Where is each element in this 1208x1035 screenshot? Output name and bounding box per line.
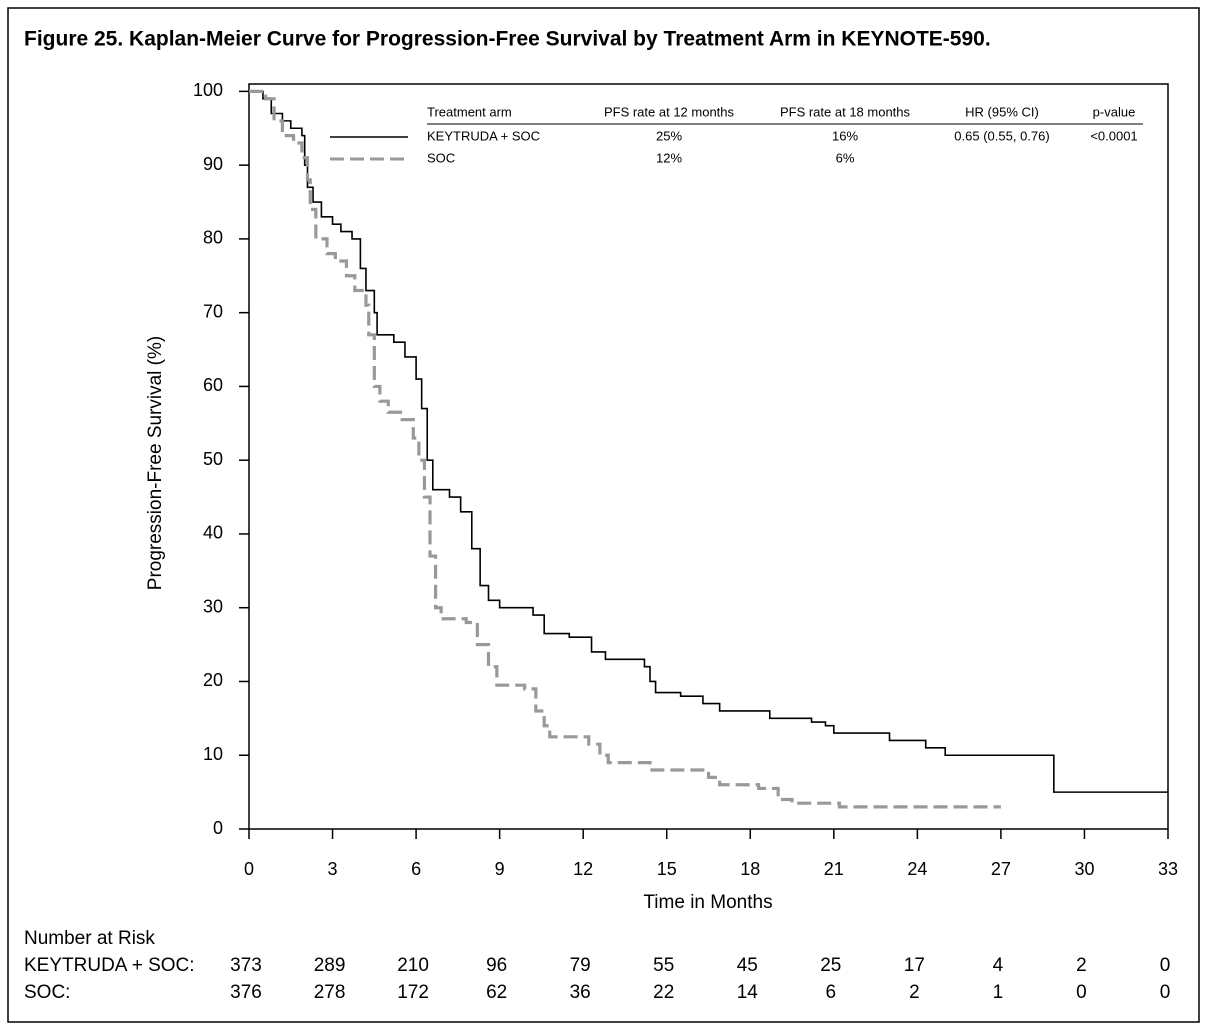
chart-title: Figure 25. Kaplan-Meier Curve for Progre…	[24, 28, 991, 51]
x-tick-label: 12	[573, 859, 593, 879]
x-tick-label: 3	[328, 859, 338, 879]
risk-count: 376	[230, 982, 262, 1003]
y-tick-label: 50	[203, 449, 223, 469]
risk-count: 62	[486, 982, 507, 1003]
y-tick-label: 60	[203, 375, 223, 395]
risk-count: 22	[653, 982, 674, 1003]
risk-count: 14	[737, 982, 759, 1003]
risk-count: 6	[826, 982, 837, 1003]
legend-cell: 0.65 (0.55, 0.76)	[954, 128, 1049, 143]
risk-count: 373	[230, 955, 262, 976]
risk-count: 79	[570, 955, 591, 976]
legend-cell: 16%	[832, 128, 858, 143]
risk-count: 172	[397, 982, 429, 1003]
legend-label: SOC	[427, 150, 455, 165]
y-tick-label: 90	[203, 154, 223, 174]
plot-frame	[248, 83, 1169, 830]
risk-count: 17	[904, 955, 925, 976]
y-tick-label: 40	[203, 523, 223, 543]
x-tick-label: 18	[740, 859, 760, 879]
legend-header: Treatment arm	[427, 104, 512, 119]
legend-cell: <0.0001	[1090, 128, 1137, 143]
risk-count: 96	[486, 955, 507, 976]
y-tick-label: 10	[203, 744, 223, 764]
x-tick-label: 27	[991, 859, 1011, 879]
x-tick-label: 0	[244, 859, 254, 879]
legend-header: PFS rate at 18 months	[780, 104, 911, 119]
y-tick-label: 30	[203, 596, 223, 616]
risk-label: SOC:	[24, 982, 70, 1003]
legend-header: HR (95% CI)	[965, 104, 1039, 119]
x-tick-label: 6	[411, 859, 421, 879]
x-tick-label: 21	[824, 859, 844, 879]
frame	[7, 7, 1200, 1023]
x-tick-label: 15	[657, 859, 677, 879]
x-tick-label: 24	[907, 859, 927, 879]
risk-count: 55	[653, 955, 674, 976]
legend-header: PFS rate at 12 months	[604, 104, 735, 119]
x-tick-label: 33	[1158, 859, 1178, 879]
risk-count: 278	[314, 982, 346, 1003]
risk-label: KEYTRUDA + SOC:	[24, 955, 195, 976]
risk-count: 0	[1160, 982, 1171, 1003]
survival-curve	[249, 89, 1001, 809]
risk-count: 0	[1160, 955, 1171, 976]
y-tick-label: 20	[203, 670, 223, 690]
risk-count: 210	[397, 955, 429, 976]
x-tick-label: 30	[1074, 859, 1094, 879]
risk-count: 25	[820, 955, 841, 976]
risk-count: 2	[1076, 955, 1087, 976]
x-tick-label: 9	[495, 859, 505, 879]
legend-cell: 25%	[656, 128, 682, 143]
risk-count: 1	[993, 982, 1004, 1003]
survival-curve	[249, 90, 1168, 793]
legend-cell: 6%	[836, 150, 855, 165]
legend-label: KEYTRUDA + SOC	[427, 128, 540, 143]
risk-count: 4	[993, 955, 1004, 976]
risk-count: 0	[1076, 982, 1087, 1003]
y-tick-label: 100	[193, 80, 223, 100]
legend-header: p-value	[1093, 104, 1136, 119]
y-axis-label: Progression-Free Survival (%)	[145, 336, 166, 590]
y-tick-label: 0	[213, 818, 223, 838]
legend-cell: 12%	[656, 150, 682, 165]
risk-title: Number at Risk	[24, 928, 155, 949]
y-tick-label: 70	[203, 301, 223, 321]
y-tick-label: 80	[203, 228, 223, 248]
risk-count: 45	[737, 955, 758, 976]
x-axis-label: Time in Months	[643, 892, 772, 913]
risk-count: 289	[314, 955, 346, 976]
risk-count: 36	[570, 982, 591, 1003]
risk-count: 2	[909, 982, 920, 1003]
